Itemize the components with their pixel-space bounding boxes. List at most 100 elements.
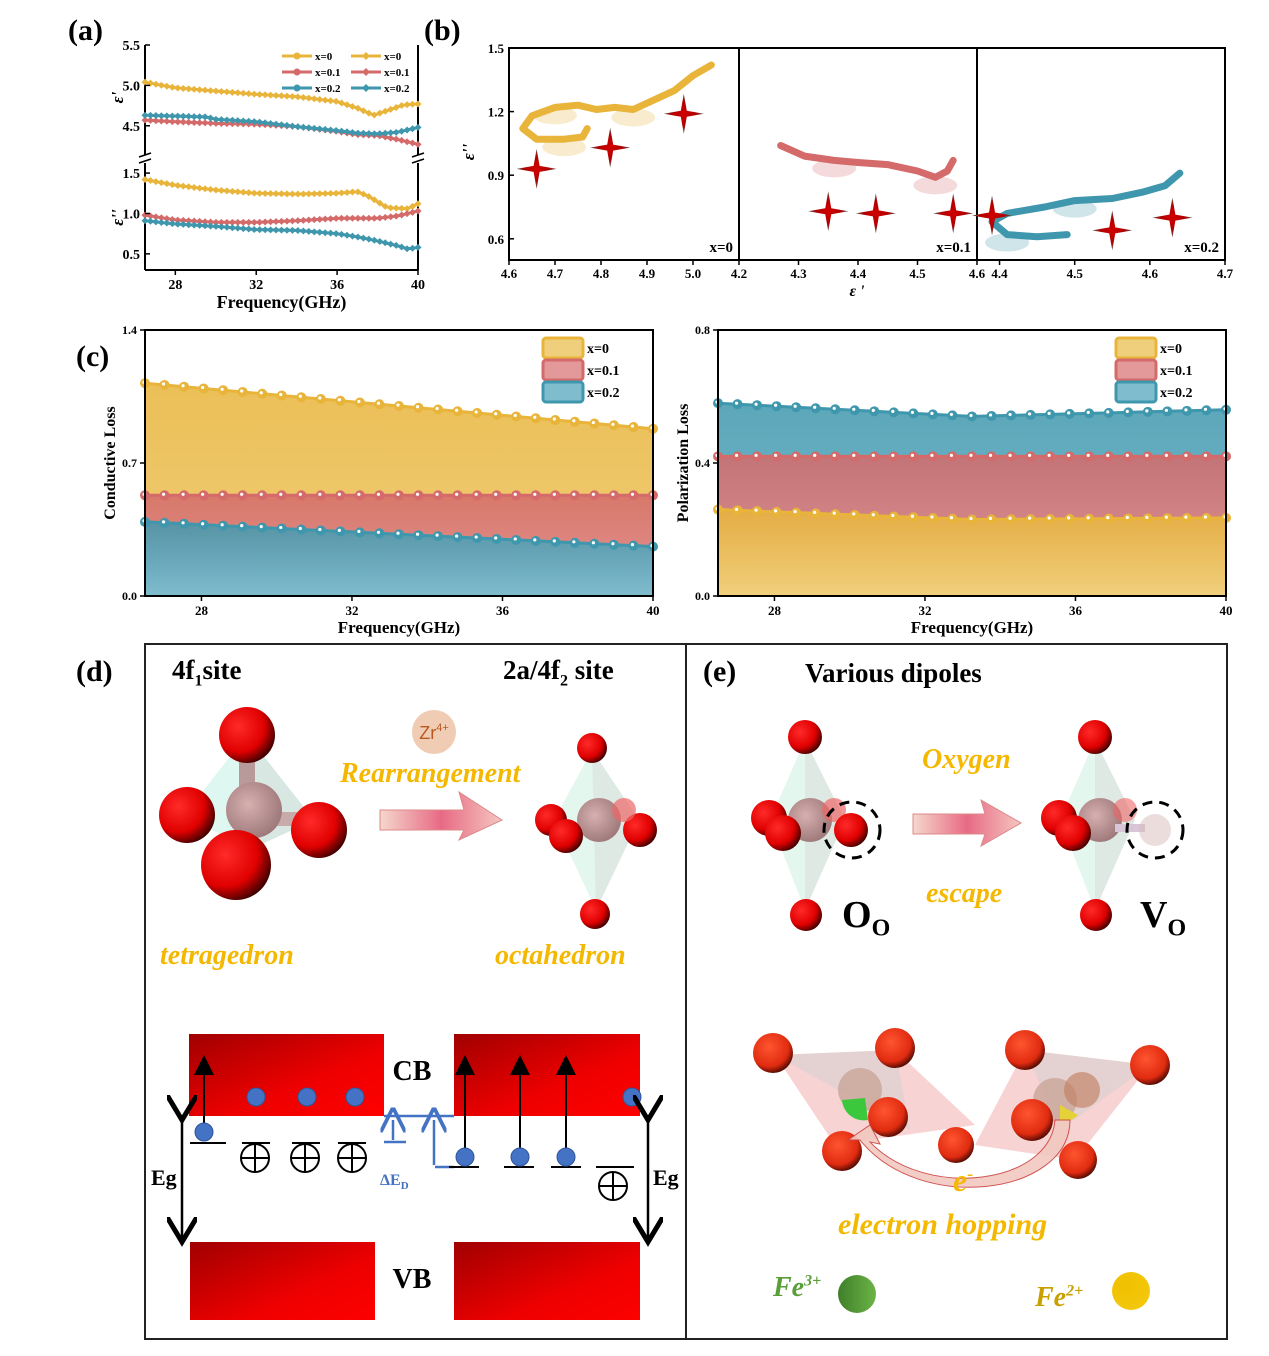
data-point-highlight [969,453,973,457]
electron-hopping-diagram [753,1028,1170,1188]
data-point-highlight [513,492,517,496]
y-tick-label: 0.6 [488,232,505,247]
data-point-highlight [1164,515,1168,519]
data-point-highlight [1203,407,1208,411]
data-point [157,218,165,226]
x-tick-label: 32 [249,278,263,293]
data-point [278,226,285,234]
data-point [190,113,198,121]
cole-cole-curve-x=0.1 [777,142,957,181]
subplot-label: x=0.1 [936,240,971,256]
data-point [354,188,362,196]
x-tick-label: 36 [330,278,344,293]
svg-text:Zr4+: Zr4+ [419,722,449,743]
data-point-highlight [1125,409,1129,413]
cole-cole-curve-x=0.2 [988,169,1184,241]
data-point-highlight [220,523,224,527]
axis-break-gap [413,155,423,163]
legend-label: x=0 [315,51,333,63]
data-point [272,91,280,99]
x-tick-label: 4.2 [731,266,747,281]
legend-label: x=0.1 [384,67,410,79]
data-point-highlight [930,453,934,457]
data-point [283,217,291,225]
data-point [299,93,307,101]
data-point [163,82,171,90]
x-tick-label: 28 [168,278,182,293]
data-point [152,117,160,125]
data-point [398,102,406,110]
star-marker [1152,197,1193,238]
data-point [201,185,209,193]
legend-label: x=0.1 [315,67,341,79]
data-point [185,183,193,191]
data-point-highlight [240,524,244,528]
tetrahedron-structure [159,707,347,900]
data-point-highlight [630,492,635,496]
data-point [212,115,220,123]
data-point [321,125,329,133]
data-point-highlight [1203,515,1208,519]
data-point-highlight [832,453,836,457]
various-dipoles-title: Various dipoles [805,658,982,688]
data-point [261,189,269,197]
y-tick-label: 0.4 [695,456,710,470]
data-point [359,129,367,137]
data-point-highlight [298,492,302,496]
data-point [294,227,302,235]
hole-icon-right [596,1166,634,1201]
data-point-highlight [357,399,361,404]
legend-label: x=0 [384,51,402,63]
data-point-highlight [298,526,302,531]
data-point [190,183,198,191]
data-point-highlight [220,492,224,496]
data-point [261,218,269,226]
x-tick-label: 5.0 [685,266,701,281]
data-point-highlight [1106,410,1110,414]
data-point [376,237,384,245]
data-point [201,119,209,127]
data-point [392,135,400,143]
data-point [370,196,378,204]
data-point [332,127,340,135]
data-point [256,118,264,126]
data-point [310,95,318,103]
data-point [245,225,253,233]
data-point [365,109,373,117]
data-point-highlight [533,492,537,496]
data-point [365,235,373,243]
data-point-highlight [201,522,205,526]
data-point-highlight [201,492,205,496]
data-point [409,100,417,108]
data-point [381,133,389,141]
data-point-highlight [630,424,635,428]
data-point [387,204,395,212]
legend-label: x=0.2 [587,386,619,401]
data-point [174,118,182,126]
star-marker [933,193,974,234]
site-left-label: 4f1site [172,655,242,690]
x-tick-label: 4.7 [1217,266,1234,281]
data-point [316,215,324,223]
data-point [228,88,236,96]
data-point [392,212,400,220]
star-marker [972,195,1013,236]
data-point-highlight [949,453,954,457]
eg-label-right: Eg [653,1165,679,1190]
data-point-highlight [533,538,537,542]
data-point-highlight [572,492,576,496]
cole-cole-curve-x=0 [519,61,715,143]
data-point [163,117,171,125]
data-point [398,136,406,144]
data-point [278,92,285,100]
data-point [152,218,160,226]
data-point-highlight [1008,412,1012,417]
data-point-highlight [774,453,778,457]
data-point [256,226,264,234]
data-point-highlight [435,406,439,411]
data-point-highlight [591,541,595,545]
data-point [305,124,313,132]
legend-label: x=0 [587,342,609,357]
octahedron-oo [751,720,882,931]
data-point-highlight [259,525,263,529]
